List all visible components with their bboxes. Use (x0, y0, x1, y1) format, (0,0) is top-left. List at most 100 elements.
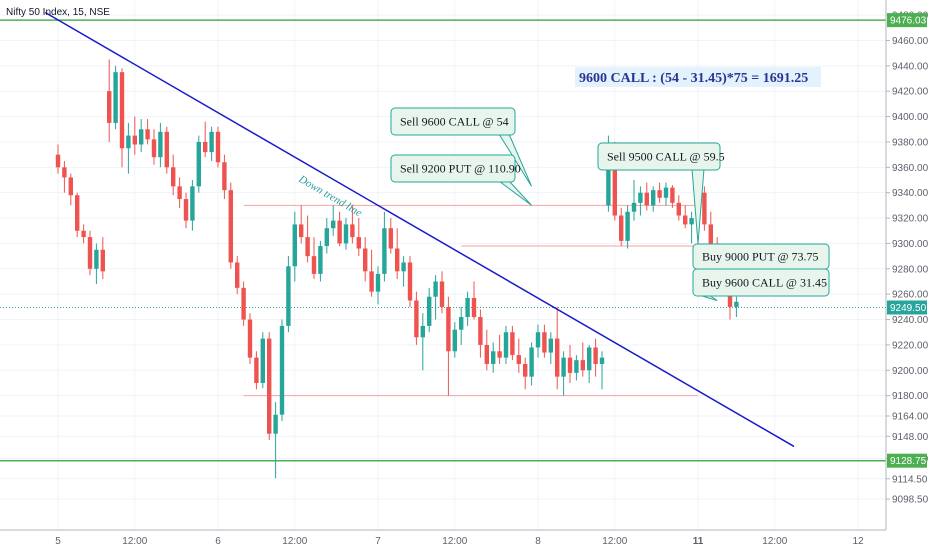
candle (561, 351, 566, 396)
candle (100, 237, 105, 279)
annotation-callout: Sell 9200 PUT @ 110.90 (390, 154, 532, 206)
upper-support-badge (887, 13, 927, 28)
price-tick-label: 9220.00 (892, 340, 929, 351)
callout-text: Sell 9500 CALL @ 59.5 (607, 150, 725, 164)
time-tick-label: 11 (693, 536, 704, 547)
candle-body (363, 248, 368, 272)
candle (356, 218, 361, 257)
candle-body (158, 131, 163, 158)
candle-body (241, 287, 246, 320)
horizontal-levels (0, 19, 886, 462)
candle (407, 256, 413, 307)
candle (523, 357, 528, 390)
candle (587, 344, 592, 383)
candle-body (663, 187, 669, 198)
summary-text: 9600 CALL : (54 - 31.45)*75 = 1691.25 (579, 71, 808, 86)
candle-body (452, 329, 457, 352)
candle-body (254, 357, 259, 383)
summary-box: 9600 CALL : (54 - 31.45)*75 = 1691.25 (575, 67, 821, 87)
candle (254, 351, 259, 390)
candle (247, 313, 253, 364)
candle-body (260, 338, 265, 383)
candle-body (574, 360, 579, 373)
time-tick-label: 12 (852, 536, 864, 547)
price-tick-label: 9420.00 (892, 87, 929, 98)
candle (203, 121, 208, 158)
candle (542, 324, 547, 358)
candle (503, 325, 509, 364)
candle (535, 324, 541, 358)
candle (459, 306, 464, 345)
price-tick-label: 9260.00 (892, 290, 929, 301)
candle (644, 182, 649, 211)
candle (62, 160, 67, 193)
candle-body (535, 332, 541, 348)
candle (235, 256, 240, 295)
candle-body (734, 301, 739, 307)
candle (452, 322, 457, 358)
candle (625, 205, 630, 249)
candle-body (292, 224, 297, 267)
candle (126, 122, 131, 174)
price-tick-label: 9200.00 (892, 366, 929, 377)
candle-body (587, 347, 592, 371)
candle (676, 195, 681, 221)
candle-body (305, 237, 310, 257)
candle (228, 182, 233, 269)
callout-text: Buy 9600 CALL @ 31.45 (702, 276, 827, 290)
candle-body (702, 192, 707, 225)
candle (599, 351, 605, 390)
candle (132, 116, 137, 155)
candle-body (555, 338, 560, 377)
candle (580, 342, 585, 377)
candle (190, 180, 195, 231)
price-axis[interactable]: 9098.509114.509130.509148.009164.009180.… (885, 0, 932, 550)
summary-background (575, 67, 821, 87)
candle-body (388, 228, 393, 249)
candle-body (708, 224, 713, 244)
annotation-callout: Sell 9500 CALL @ 59.5 (597, 142, 725, 244)
candle (491, 342, 496, 373)
time-tick-label: 12:00 (602, 536, 627, 547)
candle (651, 186, 656, 212)
candle-body (459, 317, 464, 330)
candle-body (651, 190, 656, 206)
candle-body (75, 195, 80, 231)
callout-box (692, 268, 830, 297)
candle (107, 59, 112, 142)
candle (292, 211, 297, 282)
candle-body (433, 281, 438, 297)
time-tick-label: 7 (375, 536, 381, 547)
candle (241, 281, 246, 326)
candle-body (683, 215, 688, 225)
price-tick-label: 9340.00 (892, 188, 929, 199)
candle (433, 275, 438, 320)
candle (215, 126, 221, 168)
candle-body (94, 249, 99, 269)
trendline-label: Down trend line (296, 173, 364, 220)
candle (305, 215, 310, 263)
candle (337, 211, 342, 246)
time-axis[interactable]: 5 12:00 6 12:00 7 12:00 8 12:00 11 12:00 12 (0, 529, 886, 547)
price-tick-label: 9440.00 (892, 61, 929, 72)
candle-body (177, 186, 182, 200)
candle (145, 119, 150, 145)
candle (401, 256, 406, 287)
candle (548, 332, 553, 364)
candle-body (631, 202, 637, 212)
down-trendline (44, 11, 795, 448)
candle-body (190, 186, 195, 221)
candle (734, 296, 739, 318)
callout-text: Sell 9600 CALL @ 54 (400, 115, 509, 129)
candle (209, 126, 214, 161)
candle-body (311, 256, 317, 274)
candle (689, 211, 694, 244)
candle (516, 338, 521, 373)
candle-body (503, 332, 509, 358)
candle-body (119, 72, 125, 149)
candle-body (599, 357, 605, 364)
candle-body (331, 220, 336, 229)
candle-body (625, 211, 630, 241)
candle (670, 185, 675, 208)
